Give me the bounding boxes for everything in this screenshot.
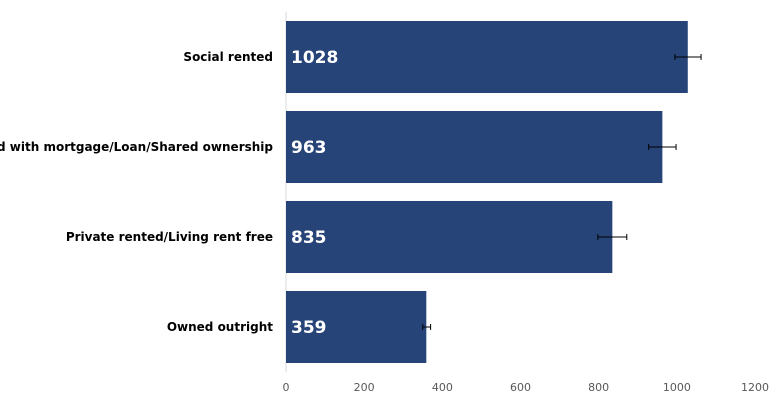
- category-label: Owned outright: [167, 320, 273, 334]
- error-bar: [422, 324, 432, 330]
- category-label: Social rented: [183, 50, 273, 64]
- x-tick-label: 1200: [741, 381, 769, 394]
- data-label: 835: [291, 228, 327, 248]
- bar: [286, 201, 613, 273]
- error-bar: [597, 234, 628, 240]
- category-label: Owned with mortgage/Loan/Shared ownershi…: [0, 140, 273, 154]
- x-tick-label: 1000: [663, 381, 691, 394]
- error-bars: [422, 54, 702, 330]
- bar: [286, 111, 663, 183]
- labels: Social rented 1028 Owned with mortgage/Loa…: [0, 48, 338, 338]
- error-bar: [674, 54, 702, 60]
- bar: [286, 21, 688, 93]
- x-tick-label: 600: [510, 381, 531, 394]
- x-tick-label: 0: [283, 381, 290, 394]
- category-label: Private rented/Living rent free: [66, 230, 273, 244]
- x-tick-label: 400: [432, 381, 453, 394]
- bar: [286, 291, 427, 363]
- error-bar: [648, 144, 677, 150]
- data-label: 1028: [291, 48, 338, 68]
- data-label: 359: [291, 318, 327, 338]
- x-tick-label: 200: [354, 381, 375, 394]
- data-label: 963: [291, 138, 327, 158]
- axes: 0 200 400 600 800 1000 1200: [283, 12, 769, 394]
- bars: [286, 21, 688, 363]
- x-tick-label: 800: [588, 381, 609, 394]
